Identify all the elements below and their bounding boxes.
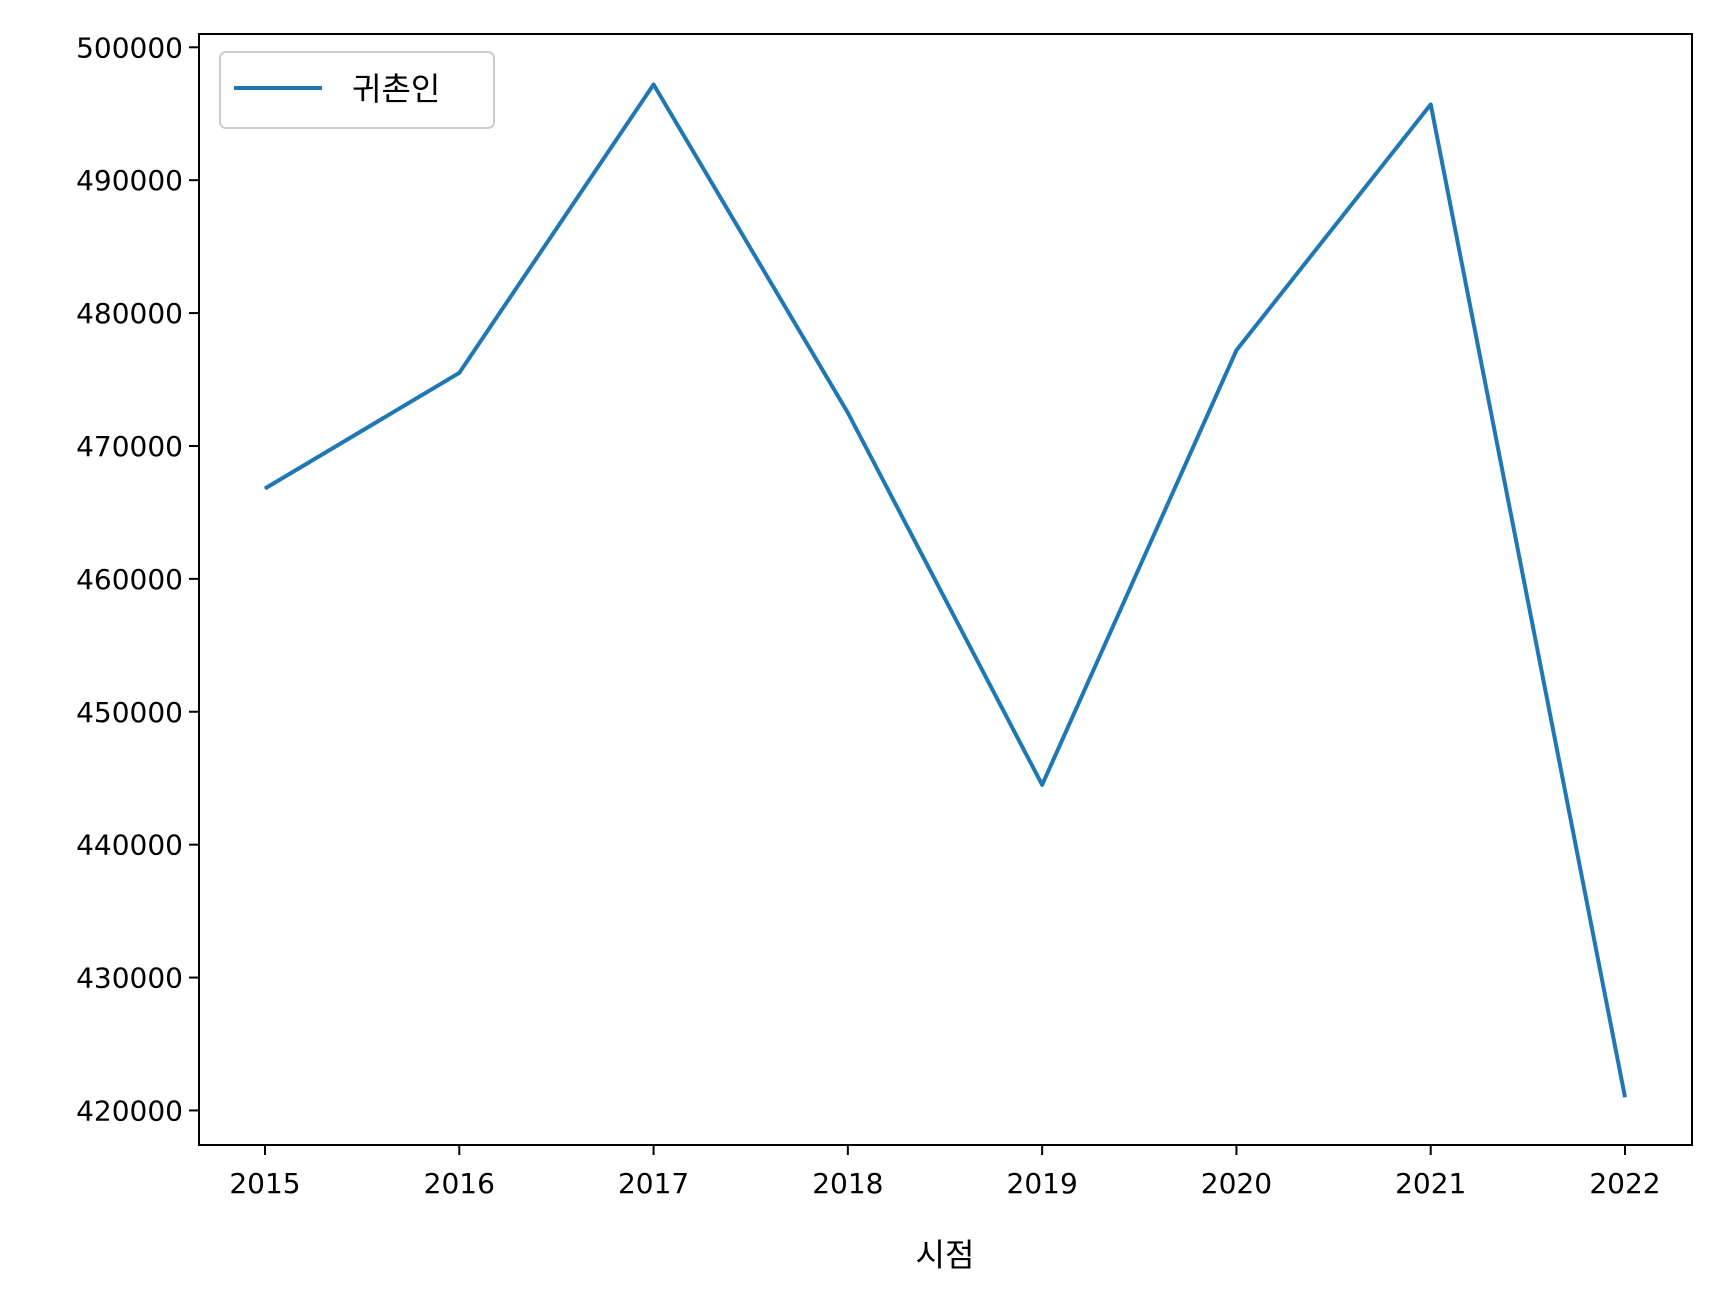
y-tick-label: 450000 <box>76 696 183 729</box>
legend-label: 귀촌인 <box>352 70 440 108</box>
y-tick-label: 500000 <box>76 31 183 64</box>
x-axis-label: 시점 <box>916 1236 975 1274</box>
y-tick-label: 430000 <box>76 962 183 995</box>
y-tick-label: 460000 <box>76 563 183 596</box>
x-tick-label: 2016 <box>424 1167 495 1200</box>
data-point <box>653 84 655 85</box>
data-point <box>847 412 849 414</box>
data-point <box>1041 784 1043 786</box>
x-tick-label: 2021 <box>1395 1167 1466 1200</box>
y-tick-label: 440000 <box>76 829 183 862</box>
data-point <box>458 372 460 374</box>
x-tick-label: 2018 <box>812 1167 883 1200</box>
legend-box <box>219 51 495 129</box>
data-point <box>264 488 266 489</box>
y-tick-label: 420000 <box>76 1094 183 1127</box>
x-axis: 2015 2016 2017 2018 2019 2020 2021 2022 <box>229 1145 1661 1200</box>
data-point <box>1235 349 1237 351</box>
legend: 귀촌인 <box>219 51 495 129</box>
series-layer <box>263 82 1627 1098</box>
x-tick-label: 2017 <box>618 1167 689 1200</box>
y-tick-label: 490000 <box>76 164 183 197</box>
y-axis: 420000 430000 440000 450000 460000 470000 4800… <box>76 31 199 1127</box>
x-tick-label: 2015 <box>229 1167 300 1200</box>
data-point <box>1430 103 1432 105</box>
plot-area <box>198 33 1693 1146</box>
series-line <box>263 82 1627 1098</box>
y-tick-label: 470000 <box>76 430 183 463</box>
x-tick-label: 2019 <box>1007 1167 1078 1200</box>
x-tick-label: 2020 <box>1201 1167 1272 1200</box>
x-tick-label: 2022 <box>1589 1167 1660 1200</box>
y-tick-label: 480000 <box>76 297 183 330</box>
data-point <box>1624 1096 1626 1098</box>
